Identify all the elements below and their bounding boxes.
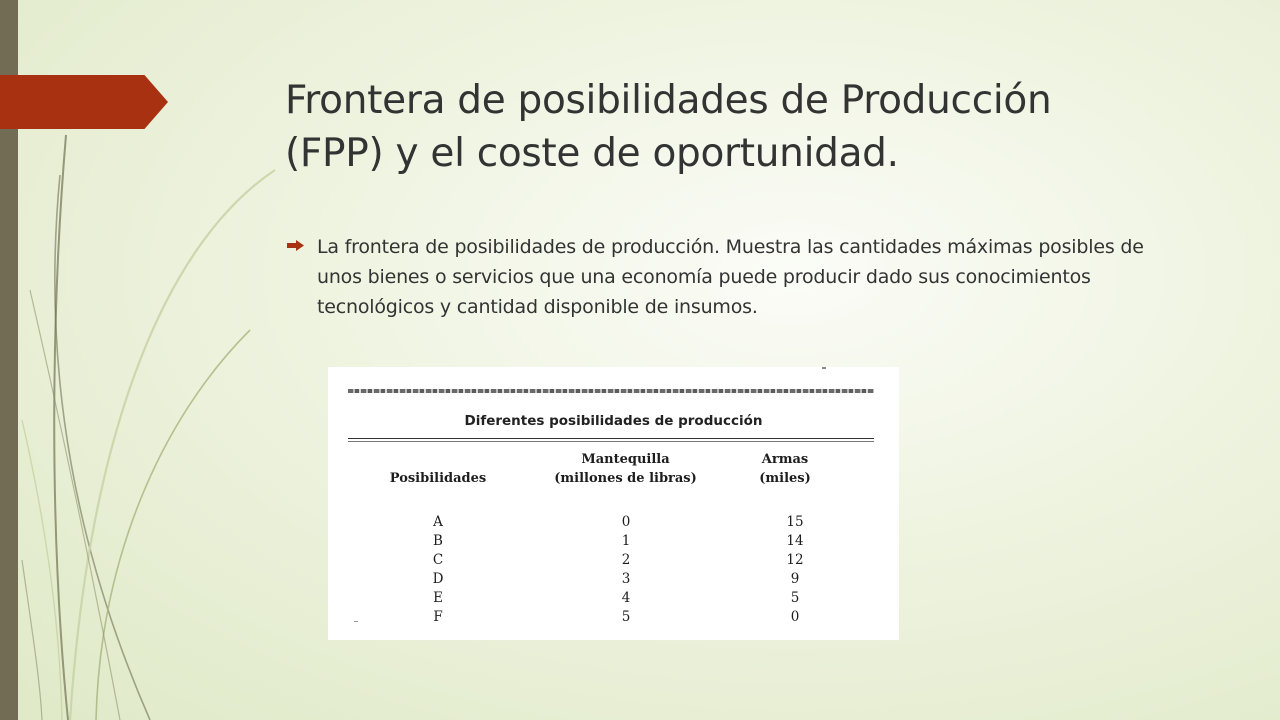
cell-armas: 15 bbox=[786, 514, 804, 530]
column-header-posibilidades: Posibilidades bbox=[389, 471, 487, 486]
column-header-armas-line1: Armas bbox=[761, 452, 809, 467]
bullet-item: La frontera de posibilidades de producci… bbox=[287, 232, 1192, 322]
scan-top-rule bbox=[348, 389, 874, 393]
scan-mark bbox=[822, 367, 826, 369]
table-rule-secondary bbox=[348, 441, 874, 442]
slide-title-line1: Frontera de posibilidades de Producción bbox=[285, 78, 1052, 123]
table-body: A 0 15 B 1 14 C 2 12 D 3 9 E 4 5 F 5 0 bbox=[328, 513, 899, 627]
cell-mantequilla: 0 bbox=[621, 514, 631, 530]
title-accent-tab bbox=[0, 75, 168, 129]
cell-mantequilla: 2 bbox=[621, 552, 631, 568]
cell-mantequilla: 3 bbox=[621, 571, 631, 587]
cell-armas: 14 bbox=[786, 533, 804, 549]
cell-mantequilla: 1 bbox=[621, 533, 631, 549]
cell-mantequilla: 5 bbox=[621, 609, 631, 625]
slide-title: Frontera de posibilidades de Producción … bbox=[285, 74, 1245, 180]
cell-armas: 12 bbox=[786, 552, 804, 568]
cell-posibilidad: D bbox=[432, 571, 444, 587]
arrow-right-icon bbox=[287, 240, 304, 251]
cell-mantequilla: 4 bbox=[621, 590, 631, 606]
cell-armas: 0 bbox=[790, 609, 800, 625]
table-row: C 2 12 bbox=[328, 551, 899, 570]
column-header-armas: Armas (miles) bbox=[740, 450, 830, 488]
table-row: F 5 0 bbox=[328, 608, 899, 627]
table-rule bbox=[348, 438, 874, 439]
cell-posibilidad: C bbox=[432, 552, 444, 568]
cell-armas: 5 bbox=[790, 590, 800, 606]
table-row: B 1 14 bbox=[328, 532, 899, 551]
cell-posibilidad: E bbox=[433, 590, 443, 606]
slide-title-line2: (FPP) y el coste de oportunidad. bbox=[285, 131, 899, 176]
scan-mark bbox=[354, 621, 358, 622]
table-row: D 3 9 bbox=[328, 570, 899, 589]
table-title: Diferentes posibilidades de producción bbox=[464, 413, 763, 429]
cell-posibilidad: F bbox=[433, 609, 443, 625]
column-header-mantequilla: Mantequilla (millones de libras) bbox=[533, 450, 718, 488]
production-possibilities-table: Diferentes posibilidades de producción P… bbox=[328, 367, 899, 640]
decorative-stems bbox=[21, 134, 276, 720]
column-header-mantequilla-line1: Mantequilla bbox=[581, 452, 670, 467]
table-row: E 4 5 bbox=[328, 589, 899, 608]
cell-posibilidad: B bbox=[433, 533, 443, 549]
cell-armas: 9 bbox=[790, 571, 800, 587]
column-header-mantequilla-line2: (millones de libras) bbox=[554, 471, 697, 486]
left-accent-bar bbox=[0, 0, 18, 720]
bullet-text: La frontera de posibilidades de producci… bbox=[317, 236, 1144, 318]
table-row: A 0 15 bbox=[328, 513, 899, 532]
column-header-armas-line2: (miles) bbox=[759, 471, 811, 486]
cell-posibilidad: A bbox=[433, 514, 443, 530]
